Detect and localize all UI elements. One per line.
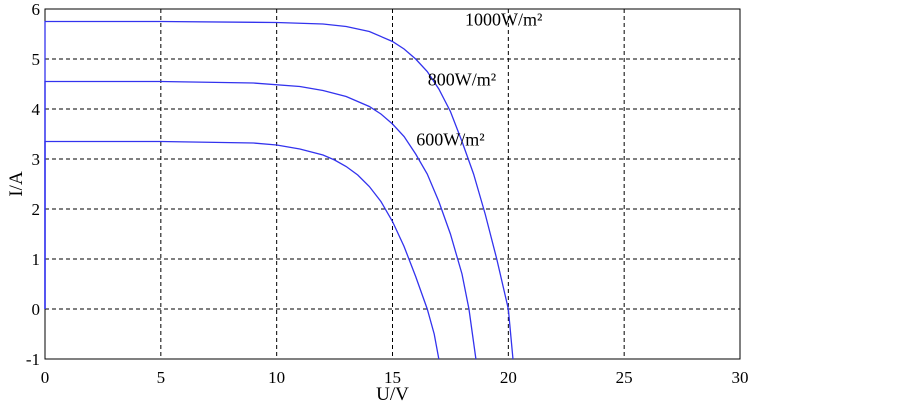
x-tick-labels: 0 5 10 15 20 25 30 [41, 368, 749, 387]
y-tick-label: 6 [32, 0, 41, 19]
x-tick-label: 15 [384, 368, 401, 387]
x-axis-label: U/V [376, 384, 409, 402]
curve-label-3: 600W/m² [416, 130, 484, 150]
x-tick-label: 20 [500, 368, 517, 387]
curve-label-1: 1000W/m² [465, 10, 542, 30]
y-tick-label: -1 [26, 350, 40, 369]
y-tick-label: 5 [32, 50, 41, 69]
curve-label-2: 800W/m² [428, 70, 496, 90]
x-tick-label: 5 [157, 368, 166, 387]
series-line-3 [44, 140, 440, 360]
x-tick-label: 10 [268, 368, 285, 387]
curve-labels: 1000W/m² 800W/m² 600W/m² [416, 10, 542, 150]
series-line-2 [44, 80, 477, 360]
y-tick-labels: -1 0 1 2 3 4 5 6 [26, 0, 41, 369]
x-tick-label: 0 [41, 368, 50, 387]
series-group [44, 20, 514, 360]
y-tick-label: 4 [32, 100, 41, 119]
y-axis-label: I/A [6, 171, 27, 197]
x-tick-label: 30 [732, 368, 749, 387]
y-tick-label: 2 [32, 200, 41, 219]
y-tick-label: 3 [32, 150, 41, 169]
grid [45, 9, 740, 359]
x-tick-label: 25 [616, 368, 633, 387]
series-line-1 [44, 20, 514, 360]
y-tick-label: 0 [32, 300, 41, 319]
y-tick-label: 1 [32, 250, 41, 269]
